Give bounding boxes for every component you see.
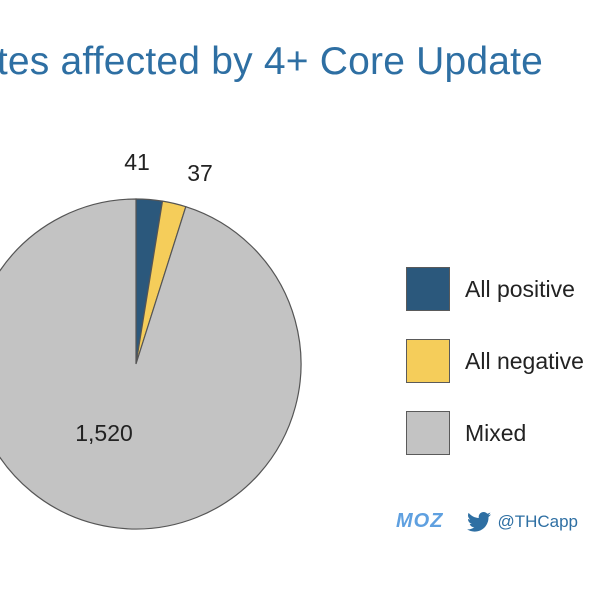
data-label-all-negative: 37	[187, 160, 213, 186]
footer: MOZ @THCapp	[396, 510, 578, 533]
legend: All positive All negative Mixed	[406, 266, 584, 482]
data-label-mixed: 1,520	[75, 420, 133, 446]
slice-mixed	[0, 198, 302, 530]
legend-swatch-all-negative	[406, 339, 450, 383]
moz-logo: MOZ	[396, 510, 444, 532]
data-label-all-positive: 41	[124, 149, 150, 175]
legend-label-all-negative: All negative	[465, 347, 584, 374]
twitter-handle: @THCapp	[497, 511, 578, 531]
legend-swatch-mixed	[406, 411, 450, 455]
legend-swatch-all-positive	[406, 267, 450, 311]
legend-item-all-negative: All negative	[406, 338, 584, 384]
legend-label-all-positive: All positive	[465, 275, 575, 302]
chart-title: ites affected by 4+ Core Update	[0, 40, 544, 83]
twitter-icon	[467, 511, 492, 532]
legend-label-mixed: Mixed	[465, 419, 527, 446]
legend-item-all-positive: All positive	[406, 266, 584, 312]
legend-item-mixed: Mixed	[406, 410, 584, 456]
